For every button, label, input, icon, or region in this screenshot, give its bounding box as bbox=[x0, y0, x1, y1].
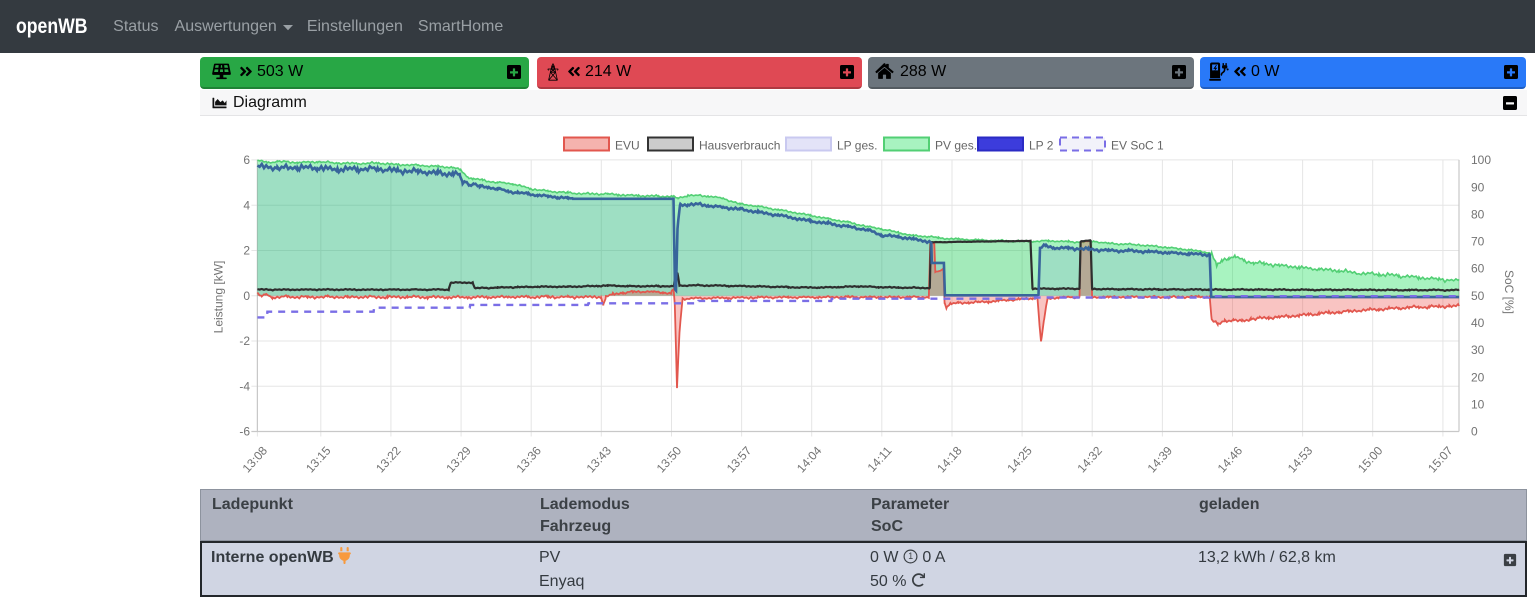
svg-text:2: 2 bbox=[243, 244, 250, 258]
svg-text:14:04: 14:04 bbox=[794, 443, 825, 475]
svg-text:4: 4 bbox=[243, 198, 250, 212]
svg-text:60: 60 bbox=[1471, 262, 1485, 276]
svg-text:14:39: 14:39 bbox=[1145, 443, 1176, 475]
svg-text:80: 80 bbox=[1471, 207, 1485, 221]
svg-text:90: 90 bbox=[1471, 180, 1485, 194]
svg-text:14:25: 14:25 bbox=[1004, 443, 1035, 475]
svg-text:Leistung [kW]: Leistung [kW] bbox=[212, 261, 226, 334]
svg-text:0: 0 bbox=[1471, 425, 1478, 439]
svg-text:13:57: 13:57 bbox=[724, 443, 755, 475]
svg-text:30: 30 bbox=[1471, 343, 1485, 357]
svg-text:50: 50 bbox=[1471, 289, 1485, 303]
svg-text:LP 2: LP 2 bbox=[1029, 139, 1054, 153]
svg-text:14:11: 14:11 bbox=[865, 443, 895, 474]
svg-text:13:36: 13:36 bbox=[513, 443, 544, 475]
svg-text:100: 100 bbox=[1471, 153, 1491, 167]
svg-text:-4: -4 bbox=[239, 380, 250, 394]
svg-text:PV ges.: PV ges. bbox=[935, 139, 977, 153]
svg-text:EVU: EVU bbox=[615, 139, 640, 153]
svg-text:13:43: 13:43 bbox=[584, 443, 615, 475]
svg-text:13:29: 13:29 bbox=[443, 443, 474, 475]
svg-text:20: 20 bbox=[1471, 370, 1485, 384]
svg-text:0: 0 bbox=[243, 289, 250, 303]
svg-text:10: 10 bbox=[1471, 398, 1485, 412]
svg-text:-6: -6 bbox=[239, 425, 250, 439]
svg-text:13:50: 13:50 bbox=[654, 443, 685, 475]
svg-text:40: 40 bbox=[1471, 316, 1485, 330]
svg-text:EV SoC 1: EV SoC 1 bbox=[1111, 139, 1164, 153]
svg-text:Hausverbrauch: Hausverbrauch bbox=[699, 139, 780, 153]
svg-text:1: 1 bbox=[908, 551, 913, 561]
svg-text:13:22: 13:22 bbox=[373, 443, 404, 475]
svg-text:14:46: 14:46 bbox=[1215, 443, 1246, 475]
svg-text:15:00: 15:00 bbox=[1355, 443, 1386, 475]
svg-text:13:15: 13:15 bbox=[303, 443, 334, 475]
svg-text:LP ges.: LP ges. bbox=[837, 139, 877, 153]
svg-text:15:07: 15:07 bbox=[1425, 443, 1456, 475]
svg-text:14:32: 14:32 bbox=[1074, 443, 1105, 475]
svg-text:70: 70 bbox=[1471, 235, 1485, 249]
svg-text:14:18: 14:18 bbox=[934, 443, 965, 475]
svg-text:-2: -2 bbox=[239, 334, 250, 348]
svg-text:6: 6 bbox=[243, 153, 250, 167]
svg-text:SoC [%]: SoC [%] bbox=[1502, 270, 1516, 314]
svg-text:14:53: 14:53 bbox=[1285, 443, 1316, 475]
svg-text:13:08: 13:08 bbox=[240, 443, 271, 475]
